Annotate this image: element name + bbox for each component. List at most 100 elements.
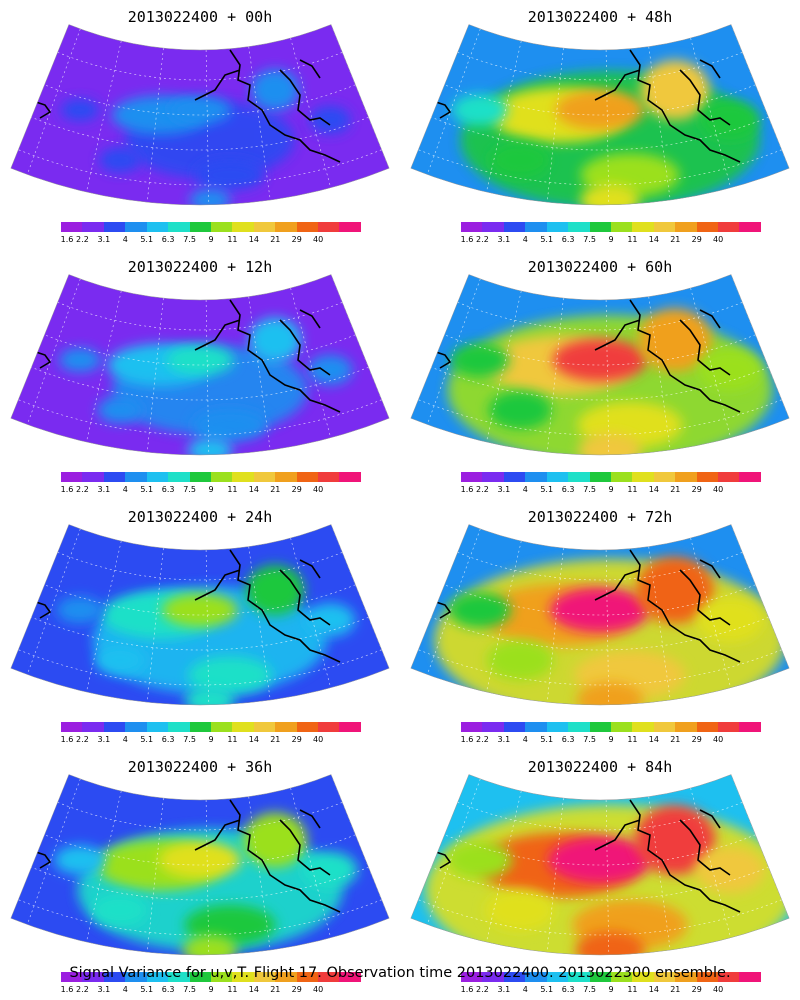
colorbar-tick-label: 5.1 xyxy=(540,735,554,744)
meridian-line xyxy=(546,48,564,203)
colorbar-tick-label: 2.2 xyxy=(76,735,89,744)
colorbar-swatch xyxy=(461,472,483,482)
forecast-panel: 2013022400 + 48h 1.6 2.2 3.1 4 5.1 6.3 7.5 9 11 14… xyxy=(400,0,800,250)
map-outline xyxy=(410,524,790,706)
forecast-panel: 2013022400 + 12h 1.6 2.2 3.1 4 5.1 6.3 7.5 9 11 14… xyxy=(0,250,400,500)
colorbar-swatch xyxy=(210,972,233,982)
colorbar-tick-label: 6.3 xyxy=(161,485,175,494)
colorbar-swatch xyxy=(210,222,233,232)
colorbar-swatch xyxy=(696,722,719,732)
forecast-panel: 2013022400 + 24h 1.6 2.2 3.1 4 5.1 6.3 7.5 9 11 14… xyxy=(0,500,400,750)
parallel-line xyxy=(18,899,382,936)
colorbar-swatch xyxy=(461,722,483,732)
meridian-line xyxy=(546,298,564,453)
field-maximum xyxy=(576,682,644,705)
map-outline xyxy=(10,274,390,456)
colorbar-swatch xyxy=(589,222,611,232)
colorbar-tick-label: 6.3 xyxy=(161,985,175,994)
colorbar-tick-label: 7.5 xyxy=(183,735,196,744)
colorbar-swatch xyxy=(503,472,526,482)
field-maximum xyxy=(634,805,716,875)
colorbar-swatch xyxy=(125,722,147,732)
colorbar-swatch xyxy=(232,722,254,732)
panel-title: 2013022400 + 00h xyxy=(127,8,273,26)
panel-title: 2013022400 + 36h xyxy=(127,758,273,776)
colorbar-swatch xyxy=(546,472,569,482)
meridian-line xyxy=(690,37,731,188)
colorbar-tick-label: 3.1 xyxy=(97,735,111,744)
colorbar-tick-label: 3.1 xyxy=(97,985,111,994)
colorbar-tick-label: 11 xyxy=(627,735,638,744)
meridian-line xyxy=(26,528,81,675)
colorbar-tick-label: 14 xyxy=(648,485,659,494)
colorbar-tick-label: 7.5 xyxy=(183,235,196,244)
meridian-line xyxy=(146,48,164,203)
colorbar-tick-label: 9 xyxy=(608,735,614,744)
parallel-line xyxy=(457,802,743,831)
colorbar-tick-label: 1.6 xyxy=(460,485,474,494)
forecast-panel: 2013022400 + 72h 1.6 2.2 3.1 4 5.1 6.3 7.5 9 11 14… xyxy=(400,500,800,750)
parallel-line xyxy=(431,616,769,651)
parallel-line xyxy=(444,584,756,616)
parallel-line xyxy=(457,52,743,81)
colorbar-tick-label: 7.5 xyxy=(183,985,196,994)
meridian-line xyxy=(26,278,81,425)
colorbar-swatch xyxy=(718,972,740,982)
field-maximum xyxy=(448,592,512,628)
field-maximum xyxy=(54,845,106,875)
forecast-panel: 2013022400 + 60h 1.6 2.2 3.1 4 5.1 6.3 7.5 9 11 14… xyxy=(400,250,800,500)
field-maximum xyxy=(698,349,762,391)
colorbar-swatch xyxy=(525,472,547,482)
colorbar-swatch xyxy=(103,722,126,732)
meridian-line xyxy=(605,549,610,705)
colorbar-tick-label: 7.5 xyxy=(583,485,596,494)
meridian-line xyxy=(86,290,122,443)
colorbar-swatch xyxy=(610,472,633,482)
colorbar-swatch xyxy=(82,472,104,482)
colorbar-tick-label: 40 xyxy=(313,235,324,244)
field-maximum xyxy=(250,69,300,111)
colorbar-swatch xyxy=(675,722,697,732)
parallel-line xyxy=(31,116,369,151)
colorbar-swatch xyxy=(82,722,104,732)
colorbar xyxy=(461,222,761,232)
colorbar-swatch xyxy=(610,722,633,732)
colorbar-swatch xyxy=(589,722,611,732)
field-maximum xyxy=(304,603,356,637)
colorbar-tick-label: 14 xyxy=(648,235,659,244)
colorbar-ticks: 1.6 2.2 3.1 4 5.1 6.3 7.5 9 11 14 21 29 40 xyxy=(461,235,761,247)
colorbar-swatch xyxy=(503,972,526,982)
meridian-line xyxy=(486,540,522,693)
map-outline xyxy=(410,274,790,456)
colorbar-tick-label: 29 xyxy=(291,485,302,494)
colorbar-ticks: 1.6 2.2 3.1 4 5.1 6.3 7.5 9 11 14 21 29 40 xyxy=(461,485,761,497)
parallel-line xyxy=(457,552,743,581)
parallel-line xyxy=(431,116,769,151)
colorbar-tick-label: 14 xyxy=(248,485,259,494)
colorbar-tick-label: 6.3 xyxy=(561,985,575,994)
colorbar-tick-label: 11 xyxy=(227,485,238,494)
colorbar-swatch xyxy=(296,222,319,232)
colorbar-swatch xyxy=(168,972,190,982)
field-maximum xyxy=(488,391,552,429)
forecast-panel: 2013022400 + 84h 1.6 2.2 3.1 4 5.1 6.3 7.5 9 11 14… xyxy=(400,750,800,1000)
parallel-line xyxy=(31,616,369,651)
field-maximum xyxy=(188,656,272,694)
panel-title: 2013022400 + 60h xyxy=(527,258,673,276)
meridian-line xyxy=(248,546,271,701)
field-maximum xyxy=(192,408,268,442)
map-outline xyxy=(410,24,790,206)
colorbar-swatch xyxy=(525,972,547,982)
colorbar-swatch xyxy=(275,972,297,982)
colorbar-swatch xyxy=(168,722,190,732)
meridian-line xyxy=(290,37,331,188)
field-maximum xyxy=(184,686,236,705)
coastline xyxy=(429,49,741,163)
field-maximum xyxy=(92,893,148,927)
colorbar-swatch xyxy=(103,972,126,982)
colorbar-tick-label: 11 xyxy=(227,235,238,244)
colorbar-swatch xyxy=(653,722,676,732)
variance-map xyxy=(10,24,390,206)
colorbar-tick-label: 21 xyxy=(270,485,281,494)
colorbar-tick-label: 2.2 xyxy=(76,985,89,994)
